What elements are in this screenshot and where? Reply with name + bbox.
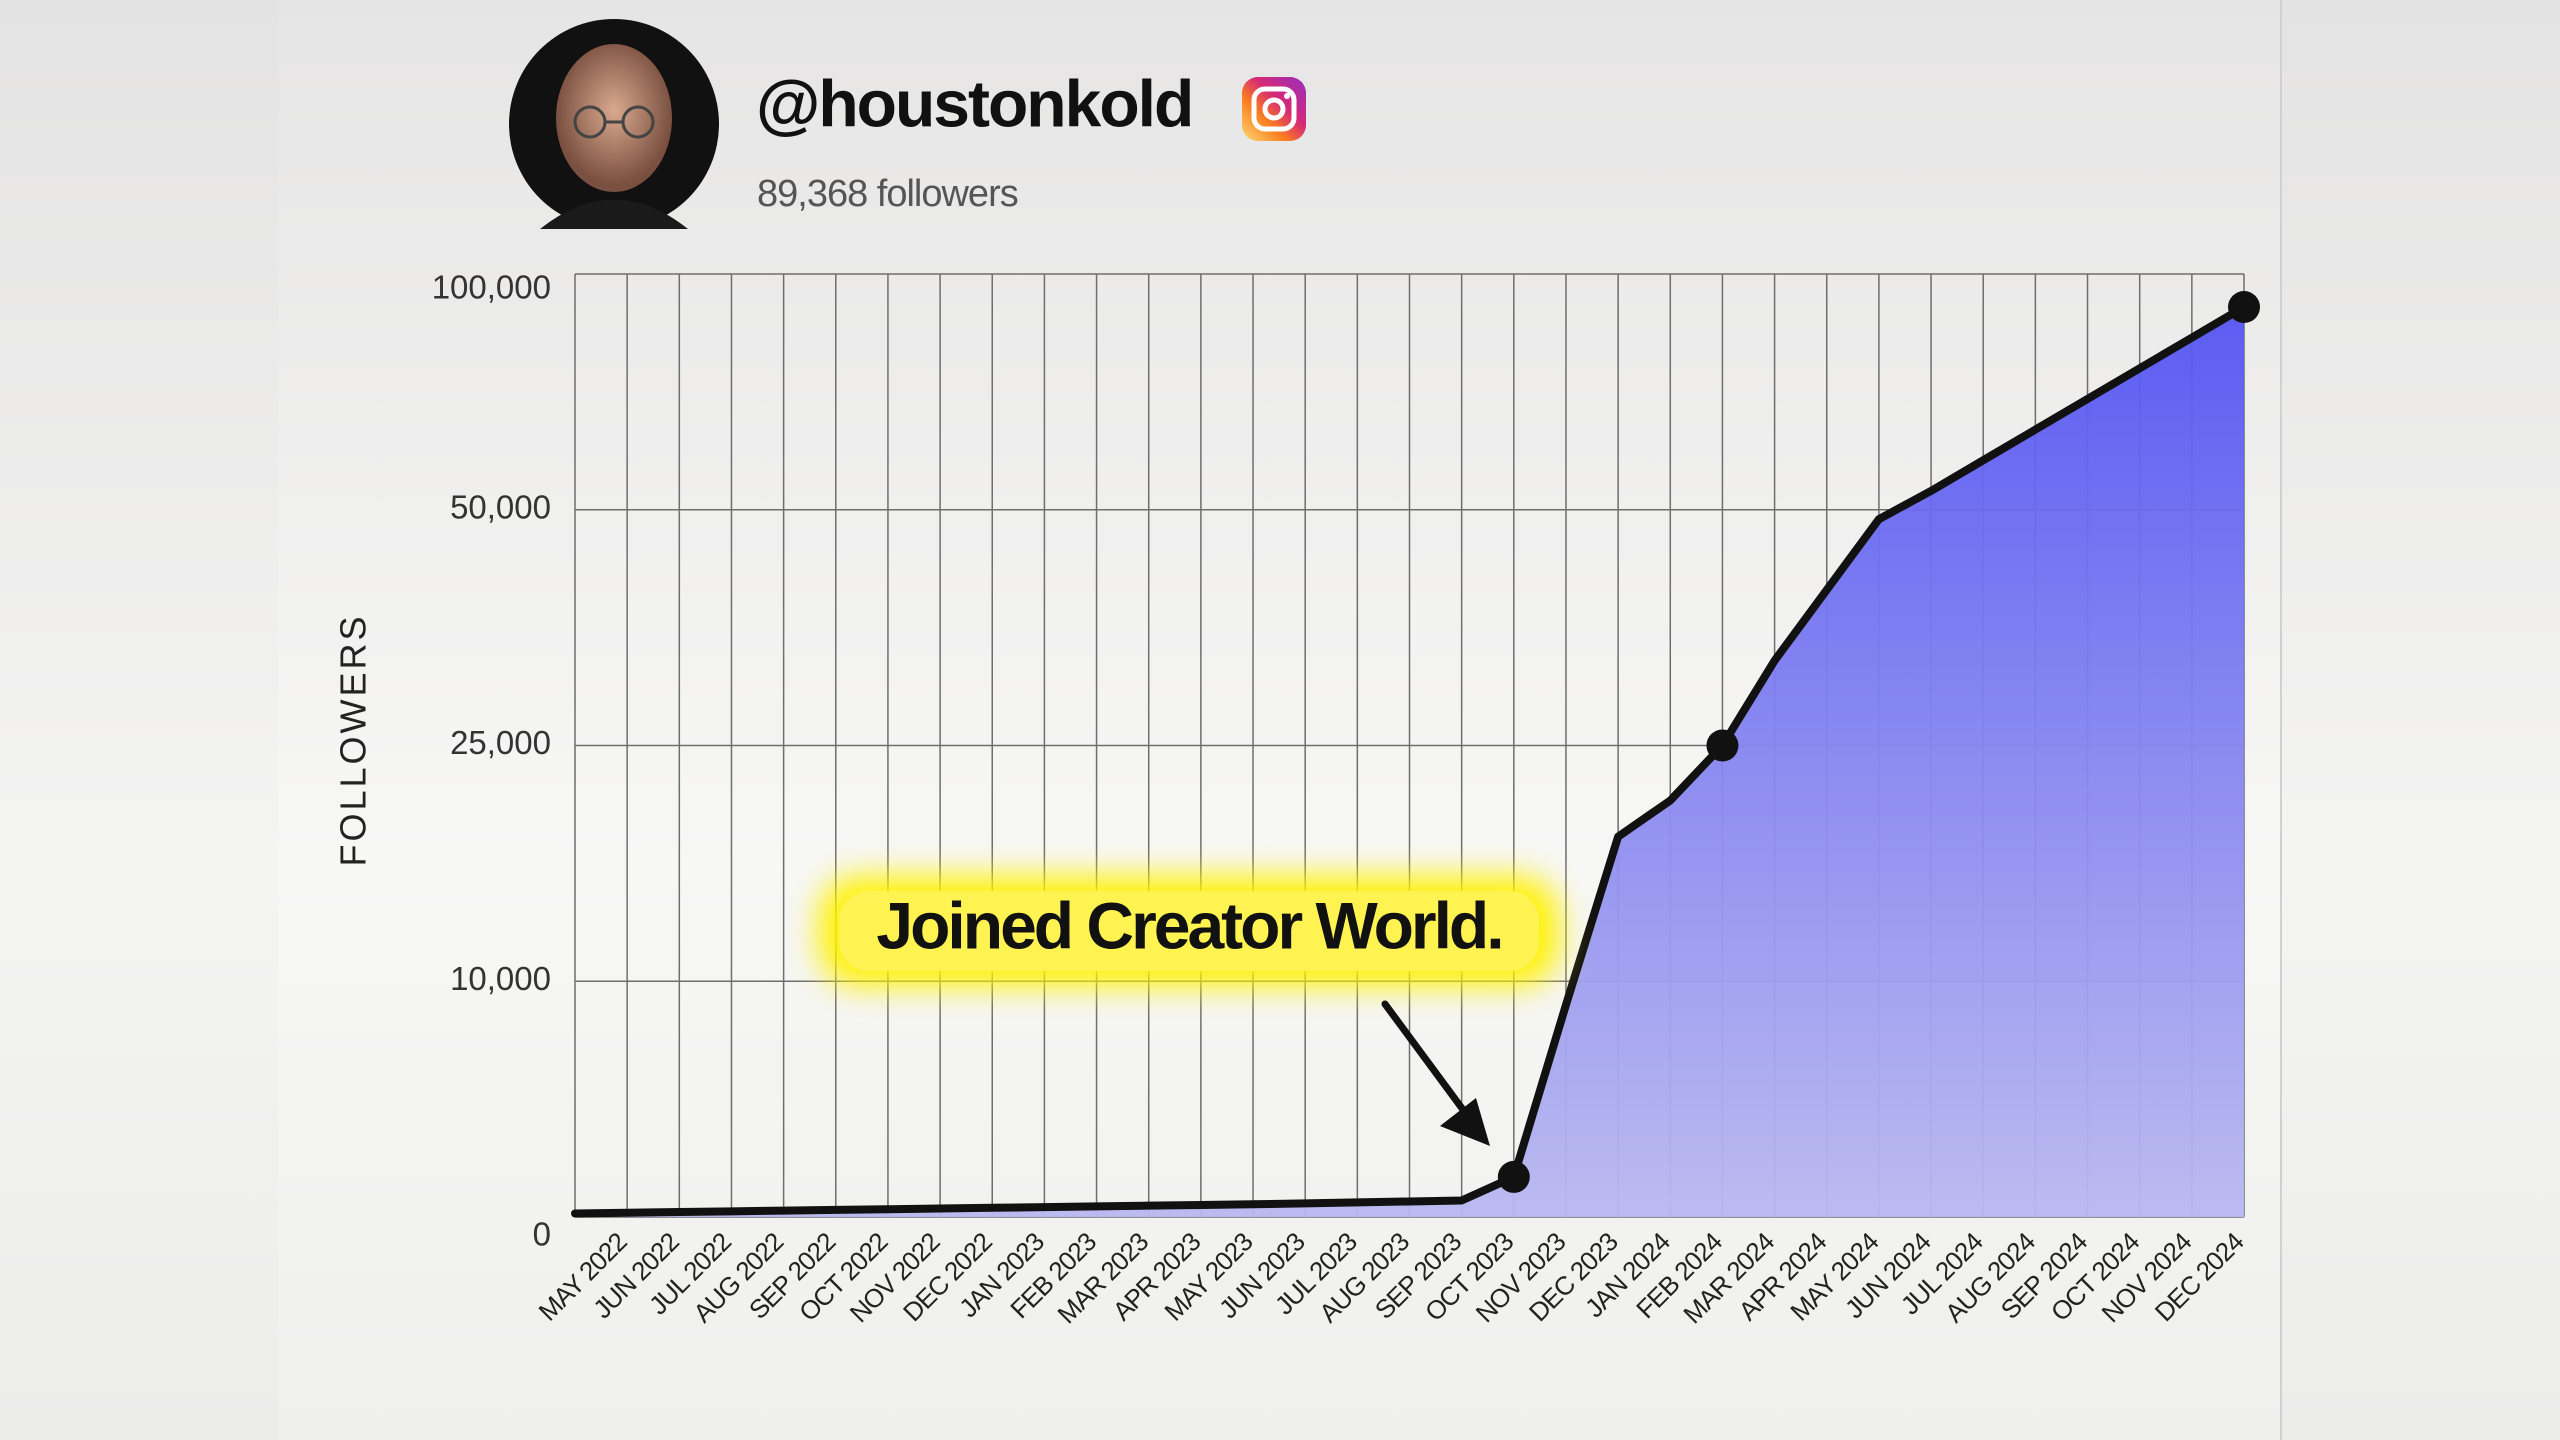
marker — [2228, 291, 2260, 324]
follower-count: 89,368 followers — [757, 173, 1018, 215]
annotation-arrowhead — [1440, 1098, 1490, 1146]
y-tick-label: 100,000 — [432, 269, 551, 306]
line — [571, 303, 2248, 1218]
avatar — [509, 19, 719, 229]
y-tick-label: 25,000 — [450, 724, 551, 761]
y-tick-label: 10,000 — [450, 960, 551, 997]
instagram-icon — [1242, 77, 1306, 141]
annotation-highlight — [839, 891, 1539, 971]
area — [575, 307, 2244, 1217]
y-tick-label: 0 — [533, 1216, 551, 1253]
y-axis-title: FOLLOWERS — [333, 613, 374, 866]
marker — [1706, 729, 1739, 762]
username: @houstonkold — [756, 66, 1192, 140]
annotation: Joined Creator World. — [876, 888, 1501, 962]
y-tick-label: 50,000 — [450, 488, 551, 525]
marker — [1497, 1160, 1530, 1193]
